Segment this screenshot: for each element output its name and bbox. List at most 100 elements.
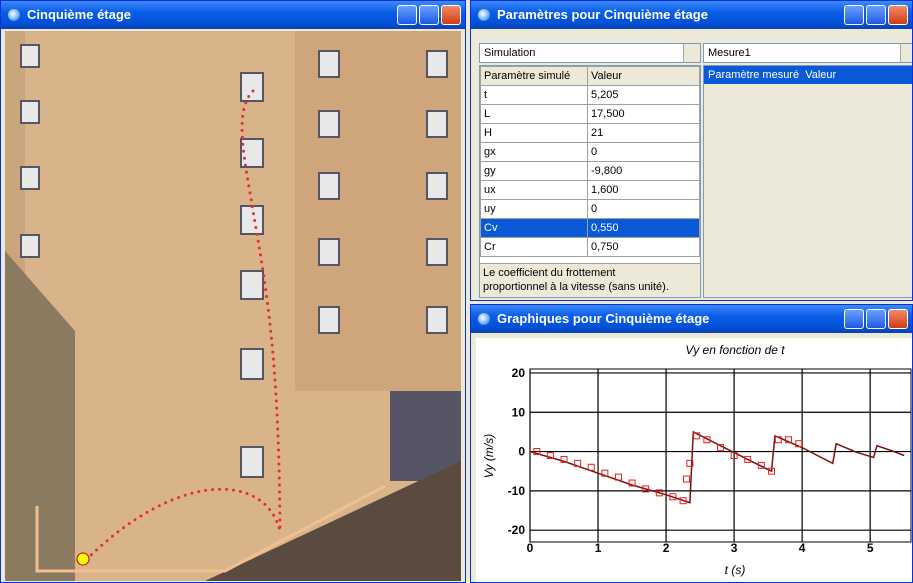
y-axis-label: Vy (m/s) — [482, 434, 496, 478]
minimize-button[interactable] — [397, 5, 417, 25]
window-title: Paramètres pour Cinquième étage — [497, 7, 708, 22]
data-point — [601, 469, 609, 477]
description-line: Le coefficient du frottement — [483, 267, 616, 279]
measure-dropdown[interactable]: Mesure1 — [703, 43, 912, 63]
data-point — [546, 452, 554, 459]
plot-frame — [529, 368, 912, 543]
cell: 0 — [587, 199, 700, 219]
x-tick-label: 4 — [799, 541, 806, 555]
cell: gy — [480, 161, 588, 181]
minimize-button[interactable] — [844, 309, 864, 329]
param-row[interactable]: gx 0 — [480, 142, 700, 162]
shed — [5, 251, 75, 581]
close-button[interactable] — [888, 309, 908, 329]
trajectory — [83, 89, 282, 563]
description-line: proportionnel à la vitesse (sans unité). — [483, 281, 669, 293]
cell: 0,550 — [587, 218, 700, 238]
ground — [205, 461, 461, 581]
data-line — [529, 430, 905, 504]
title-bar: Paramètres pour Cinquième étage — [471, 1, 912, 29]
cell: 0,750 — [587, 237, 700, 257]
data-point — [642, 485, 650, 493]
header-cell: Paramètre simulé — [480, 66, 588, 86]
cell: 1,600 — [587, 180, 700, 200]
data-point — [774, 436, 782, 444]
data-point — [785, 436, 793, 444]
cell: 17,500 — [587, 104, 700, 124]
window-title: Cinquième étage — [27, 7, 132, 22]
cell: ux — [480, 180, 588, 200]
data-point — [679, 497, 687, 505]
data-point — [614, 473, 622, 481]
x-tick-label: 0 — [527, 541, 534, 555]
data-point — [768, 467, 776, 475]
params-window: Paramètres pour Cinquième étage Simulati… — [470, 0, 913, 301]
windows — [20, 44, 448, 478]
data-point — [669, 493, 677, 501]
data-point — [560, 455, 568, 463]
building-right — [295, 31, 461, 391]
ramp-outline — [35, 484, 386, 573]
y-tick-label: -20 — [508, 523, 526, 537]
y-tick-label: 10 — [512, 405, 526, 419]
param-row[interactable]: uy 0 — [480, 199, 700, 219]
video-window: Cinquième étage — [0, 0, 466, 583]
data-point — [574, 459, 582, 467]
data-point — [686, 459, 694, 467]
data-point — [730, 452, 738, 459]
header-cell: Valeur — [805, 69, 837, 81]
param-row[interactable]: Cv 0,550 — [480, 218, 700, 238]
data-point — [717, 444, 724, 452]
data-point — [682, 475, 690, 483]
cell: -9,800 — [587, 161, 700, 181]
maximize-button[interactable] — [866, 5, 886, 25]
x-tick-label: 3 — [731, 541, 738, 555]
data-point — [655, 489, 663, 497]
minimize-button[interactable] — [844, 5, 864, 25]
header-cell: Paramètre mesuré — [708, 69, 800, 81]
cell: uy — [480, 199, 588, 219]
measure-panel: Paramètre mesuré Valeur — [703, 65, 912, 298]
entrance — [390, 391, 461, 481]
close-button[interactable] — [888, 5, 908, 25]
close-button[interactable] — [441, 5, 461, 25]
x-tick-label: 5 — [867, 541, 874, 555]
data-point — [703, 436, 711, 444]
cell: gx — [480, 142, 588, 162]
param-table: Paramètre simulé Valeur t 5,205 L 17,500 H 21 gx… — [480, 66, 700, 257]
param-row[interactable]: Cr 0,750 — [480, 237, 700, 257]
data-point — [587, 463, 595, 471]
description: Le coefficient du frottement proportionn… — [480, 263, 700, 297]
title-bar: Graphiques pour Cinquième étage — [471, 305, 912, 333]
x-tick-label: 1 — [595, 541, 602, 555]
x-axis-label: t (s) — [725, 563, 746, 577]
chart: Vy en fonction de t t (s) Vy (m/s) 0 1 2 3 4… — [476, 338, 912, 582]
maximize-button[interactable] — [866, 309, 886, 329]
param-row[interactable]: L 17,500 — [480, 104, 700, 124]
graph-window: Graphiques pour Cinquième étage Vy en fo… — [470, 304, 913, 583]
data-point — [533, 448, 541, 456]
cell: 5,205 — [587, 85, 700, 105]
window-title: Graphiques pour Cinquième étage — [497, 311, 710, 326]
param-panel: Paramètre simulé Valeur t 5,205 L 17,500 H 21 gx… — [479, 65, 701, 298]
chart-title: Vy en fonction de t — [685, 343, 785, 357]
param-row[interactable]: gy -9,800 — [480, 161, 700, 181]
data-point — [744, 455, 752, 463]
title-bar: Cinquième étage — [1, 1, 465, 29]
video-frame — [5, 31, 461, 581]
param-row[interactable]: t 5,205 — [480, 85, 700, 105]
y-tick-label: 0 — [518, 445, 525, 459]
measure-header: Paramètre mesuré Valeur — [704, 66, 912, 84]
cell: L — [480, 104, 588, 124]
param-row[interactable]: ux 1,600 — [480, 180, 700, 200]
cell: Cr — [480, 237, 588, 257]
simulation-dropdown[interactable]: Simulation — [479, 43, 701, 63]
data-point — [693, 432, 701, 440]
y-tick-label: -10 — [508, 484, 526, 498]
y-tick-label: 20 — [512, 366, 526, 380]
param-row[interactable]: H 21 — [480, 123, 700, 143]
maximize-button[interactable] — [419, 5, 439, 25]
cell: 21 — [587, 123, 700, 143]
header-cell: Valeur — [587, 66, 700, 86]
